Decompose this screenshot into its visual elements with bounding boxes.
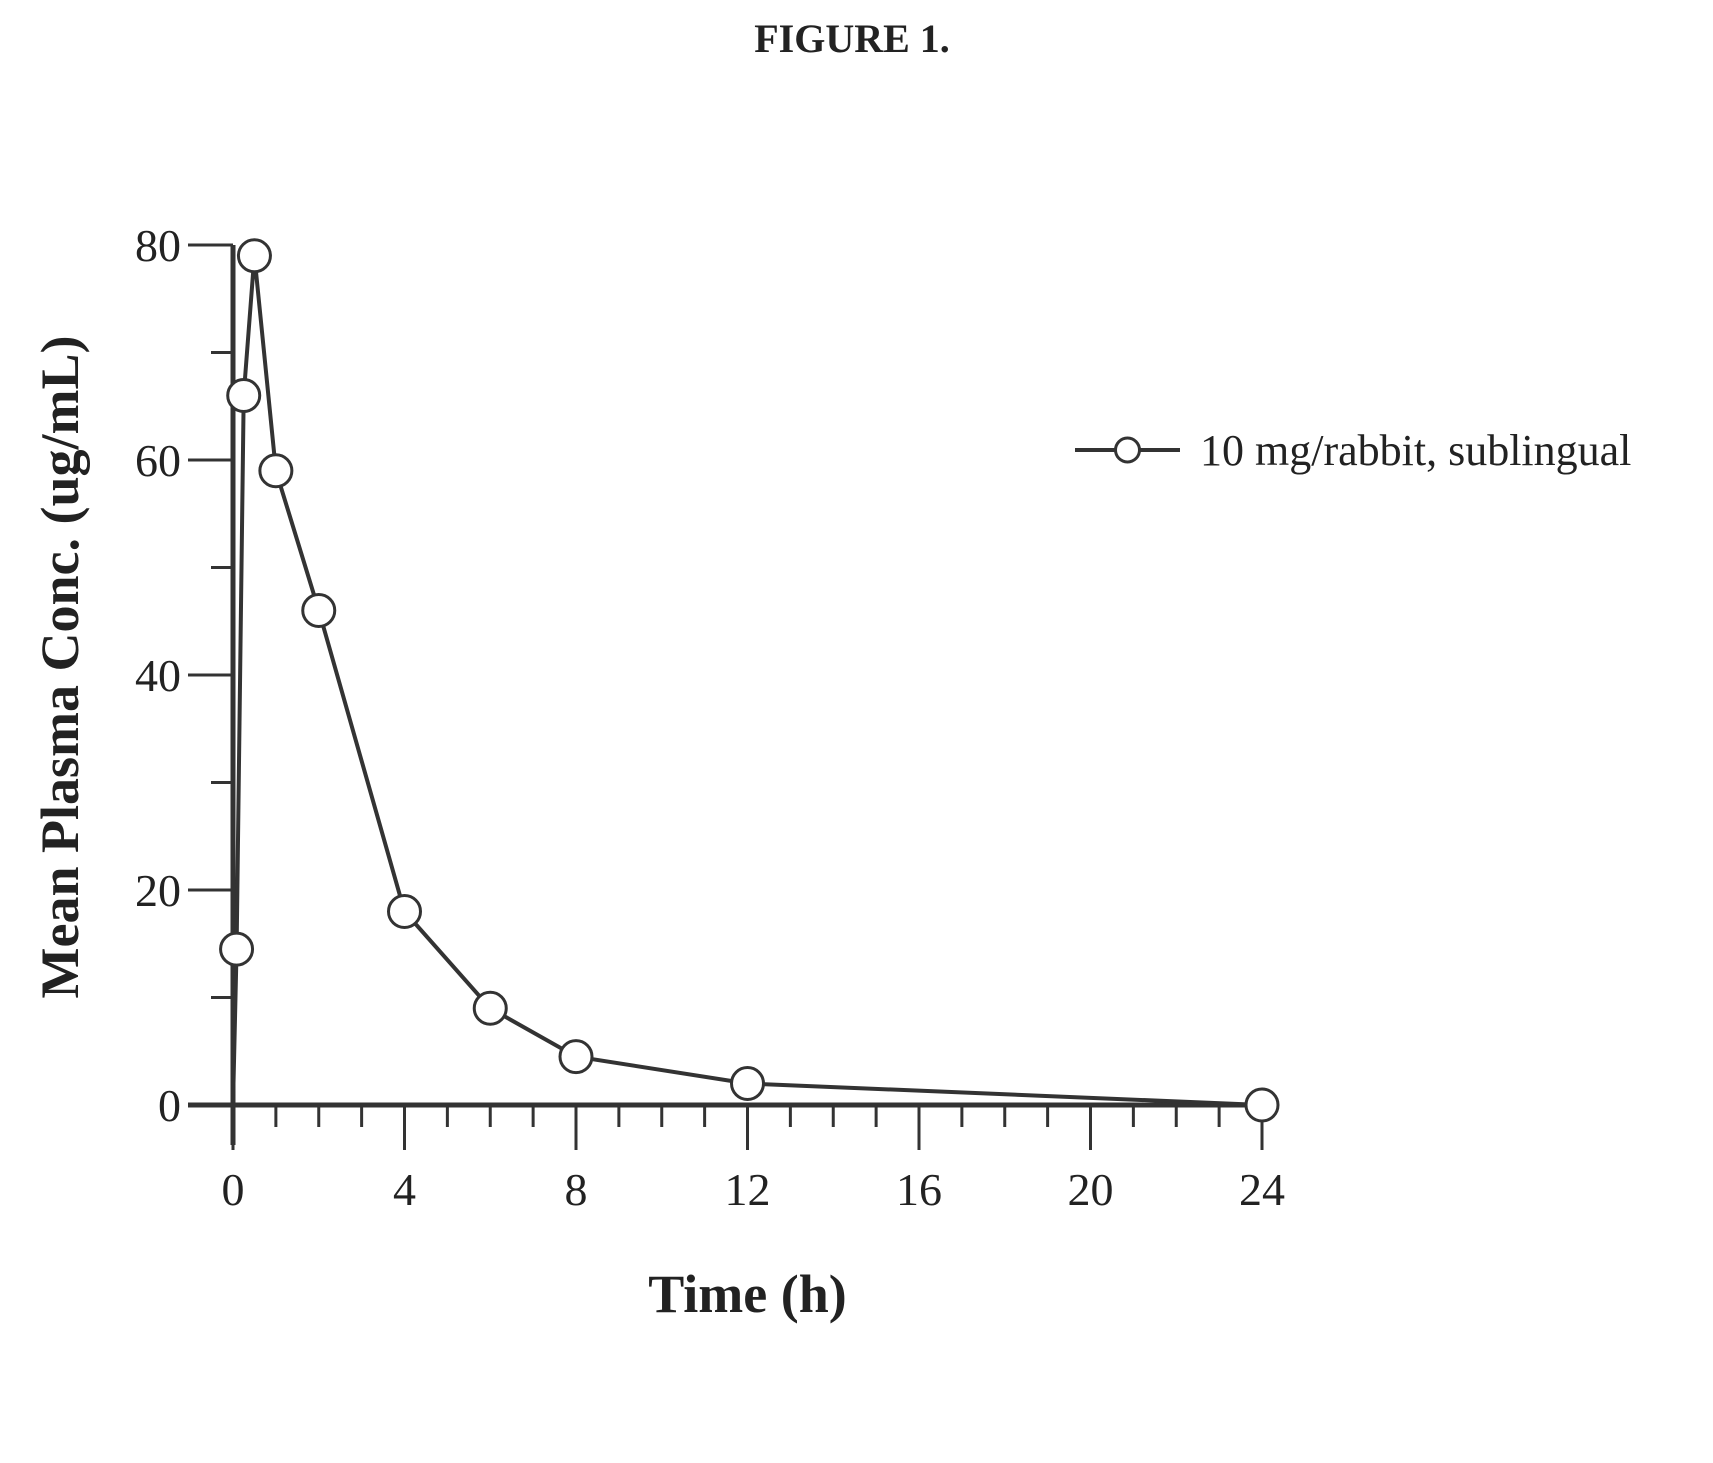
- x-tick-label: 4: [393, 1164, 416, 1215]
- data-point: [730, 1066, 765, 1101]
- x-tick-label: 8: [565, 1164, 588, 1215]
- legend-entry-label: 10 mg/rabbit, sublingual: [1200, 426, 1631, 475]
- legend-marker: [1114, 436, 1141, 464]
- y-tick-label: 40: [135, 650, 181, 701]
- data-point: [301, 593, 337, 628]
- tick-labels: 0 20 40 60 80 0 4 8 12 16 20 24: [135, 220, 1285, 1215]
- data-point: [226, 378, 262, 413]
- data-point: [387, 894, 422, 929]
- y-tick-label: 0: [158, 1080, 181, 1131]
- x-tick-label: 12: [725, 1164, 771, 1215]
- x-tick-label: 24: [1239, 1164, 1285, 1215]
- data-point: [1244, 1087, 1280, 1123]
- data-point: [258, 453, 294, 489]
- x-tick-label: 20: [1068, 1164, 1114, 1215]
- data-point: [236, 238, 272, 274]
- series-line-0: [231, 255, 1263, 1107]
- x-axis-title: Time (h): [648, 1264, 847, 1324]
- legend: 10 mg/rabbit, sublingual: [1075, 426, 1631, 475]
- axes: [188, 245, 1262, 1145]
- y-tick-label: 80: [135, 220, 181, 271]
- x-tick-label: 0: [222, 1164, 245, 1215]
- x-tick-label: 16: [896, 1164, 942, 1215]
- y-tick-label: 60: [135, 435, 181, 486]
- y-tick-label: 20: [135, 865, 181, 916]
- ticks: [188, 243, 1264, 1150]
- figure-title: FIGURE 1.: [754, 16, 950, 61]
- data-point: [219, 931, 255, 967]
- y-axis-title: Mean Plasma Conc. (ug/mL): [30, 336, 90, 999]
- data-point: [558, 1039, 594, 1075]
- data-point: [472, 990, 508, 1026]
- series-group: [219, 238, 1280, 1123]
